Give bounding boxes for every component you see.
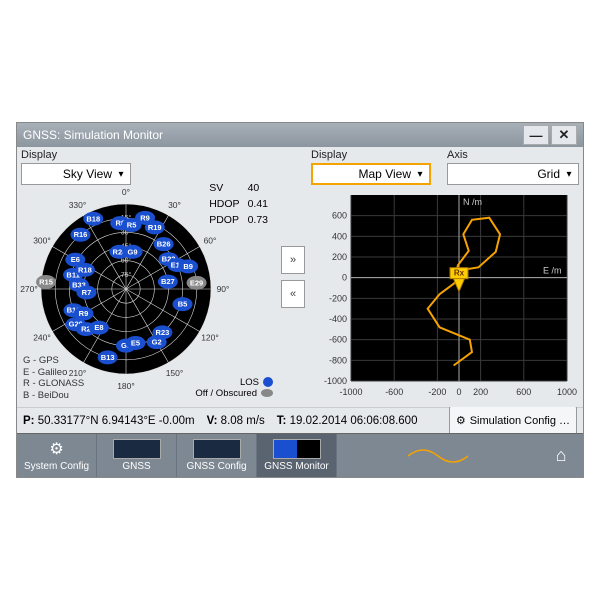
taskbar-system-config[interactable]: ⚙ System Config	[17, 434, 97, 477]
thumb-icon	[113, 439, 161, 459]
svg-text:-1000: -1000	[339, 387, 362, 397]
left-display-label: Display	[21, 149, 57, 161]
svg-text:200: 200	[473, 387, 488, 397]
svg-text:300°: 300°	[33, 236, 51, 246]
pos-label: P: 50.33177°N 6.94143°E -0.00m	[23, 415, 195, 427]
next-button[interactable]: »	[281, 246, 305, 274]
thumb-icon	[193, 439, 241, 459]
svg-text:Rx: Rx	[454, 269, 465, 278]
los-legend: LOS Off / Obscured	[195, 377, 273, 399]
svg-text:N /m: N /m	[463, 197, 482, 207]
axis-value: Grid	[537, 167, 560, 181]
svg-text:E8: E8	[94, 323, 103, 332]
thumb-icon	[273, 439, 321, 459]
svg-text:E6: E6	[71, 255, 80, 264]
taskbar-wave	[337, 434, 539, 477]
body: Display Sky View ▾ SV40 HDOP0.41 PDOP0.7…	[17, 147, 583, 477]
svg-text:600: 600	[332, 211, 347, 221]
svg-text:G2: G2	[152, 338, 162, 347]
svg-text:B13: B13	[101, 353, 115, 362]
svg-text:150°: 150°	[166, 368, 184, 378]
titlebar: GNSS: Simulation Monitor — ✕	[17, 123, 583, 147]
svg-text:400: 400	[332, 231, 347, 241]
right-display-label: Display	[311, 149, 347, 161]
svg-text:R15: R15	[39, 278, 53, 287]
svg-text:E5: E5	[131, 338, 140, 347]
panel-switch: » «	[279, 147, 307, 407]
svg-text:0: 0	[456, 387, 461, 397]
taskbar-gnss-config[interactable]: GNSS Config	[177, 434, 257, 477]
svg-text:R16: R16	[74, 230, 88, 239]
map-view-panel: Display Map View ▾ Axis Grid ▾ -1000 -600…	[307, 147, 583, 407]
constellation-legend: G - GPS E - Galileo R - GLONASS B - BeiD…	[23, 355, 84, 401]
wave-icon	[408, 444, 468, 468]
simulation-config-button[interactable]: ⚙ Simulation Config …	[449, 406, 577, 436]
home-button[interactable]: ⌂	[539, 434, 583, 477]
svg-text:270°: 270°	[20, 284, 38, 294]
map-plot: -1000 -600 -200 0 200 600 1000 -1000 -800 -600 -40…	[311, 189, 579, 401]
svg-text:600: 600	[516, 387, 531, 397]
svg-text:R7: R7	[82, 288, 92, 297]
svg-text:-1000: -1000	[324, 376, 347, 386]
minimize-button[interactable]: —	[523, 125, 549, 145]
svg-text:B26: B26	[157, 240, 171, 249]
right-display-dropdown[interactable]: Map View ▾	[311, 163, 431, 185]
svg-text:B9: B9	[183, 262, 193, 271]
svg-text:90°: 90°	[217, 284, 229, 294]
axis-dropdown[interactable]: Grid ▾	[447, 163, 579, 185]
svg-text:R9: R9	[79, 309, 89, 318]
right-display-value: Map View	[359, 167, 411, 181]
svg-text:75°: 75°	[121, 271, 132, 279]
svg-text:120°: 120°	[201, 333, 219, 343]
panels: Display Sky View ▾ SV40 HDOP0.41 PDOP0.7…	[17, 147, 583, 407]
taskbar-gnss[interactable]: GNSS	[97, 434, 177, 477]
gear-icon: ⚙	[456, 414, 466, 427]
chevron-down-icon: ▾	[116, 169, 126, 180]
sky-view-panel: Display Sky View ▾ SV40 HDOP0.41 PDOP0.7…	[17, 147, 279, 407]
svg-text:330°: 330°	[69, 200, 87, 210]
svg-text:R19: R19	[148, 223, 162, 232]
svg-text:-800: -800	[329, 355, 347, 365]
svg-text:G9: G9	[128, 247, 138, 256]
svg-text:240°: 240°	[33, 333, 51, 343]
svg-text:R5: R5	[127, 221, 137, 230]
svg-text:0: 0	[342, 273, 347, 283]
svg-text:30°: 30°	[168, 200, 181, 210]
svg-text:-600: -600	[329, 335, 347, 345]
gear-icon: ⚙	[49, 439, 63, 459]
time-label: T: 19.02.2014 06:06:08.600	[277, 415, 418, 427]
svg-text:180°: 180°	[117, 381, 135, 389]
svg-text:0°: 0°	[122, 187, 130, 197]
taskbar-gnss-monitor[interactable]: GNSS Monitor	[257, 434, 337, 477]
obscured-dot-icon	[261, 389, 273, 397]
svg-text:-400: -400	[329, 314, 347, 324]
app-window: GNSS: Simulation Monitor — ✕ Display Sky…	[16, 122, 584, 478]
svg-text:B5: B5	[178, 300, 188, 309]
axis-label: Axis	[447, 149, 468, 161]
prev-button[interactable]: «	[281, 280, 305, 308]
svg-text:R9: R9	[140, 213, 150, 222]
close-button[interactable]: ✕	[551, 125, 577, 145]
svg-text:-200: -200	[329, 293, 347, 303]
svg-text:R18: R18	[78, 265, 92, 274]
svg-text:-200: -200	[428, 387, 446, 397]
svg-text:E29: E29	[190, 278, 203, 287]
chevron-down-icon: ▾	[564, 169, 574, 180]
vel-label: V: 8.08 m/s	[207, 415, 265, 427]
los-dot-icon	[263, 377, 273, 387]
status-bar: P: 50.33177°N 6.94143°E -0.00m V: 8.08 m…	[17, 407, 583, 433]
chevron-down-icon: ▾	[415, 169, 425, 180]
window-title: GNSS: Simulation Monitor	[23, 128, 521, 142]
svg-text:B18: B18	[86, 214, 100, 223]
svg-text:60°: 60°	[204, 236, 217, 246]
taskbar: ⚙ System Config GNSS GNSS Config GNSS Mo…	[17, 433, 583, 477]
svg-text:-600: -600	[385, 387, 403, 397]
svg-text:1000: 1000	[557, 387, 577, 397]
svg-text:B27: B27	[161, 277, 175, 286]
svg-text:E /m: E /m	[543, 266, 562, 276]
svg-text:200: 200	[332, 252, 347, 262]
